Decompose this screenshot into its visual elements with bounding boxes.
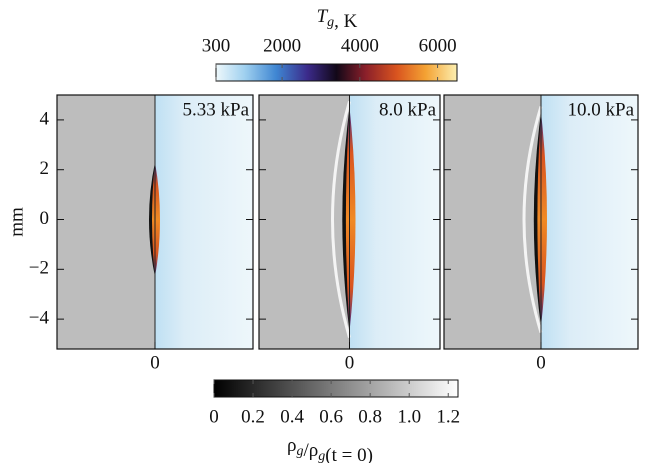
y-tick-label: −2 <box>29 258 49 279</box>
colorbar-tick-label: 300 <box>202 35 231 56</box>
panel-label: 5.33 kPa <box>183 99 250 120</box>
x-tick-label: 0 <box>150 352 160 373</box>
panel-label: 8.0 kPa <box>379 99 437 120</box>
x-tick-label: 0 <box>345 352 355 373</box>
y-axis-label: mm <box>6 207 27 237</box>
hot-region <box>541 95 638 349</box>
colorbar-tick-label: 6000 <box>419 35 457 56</box>
colorbar-tick-label: 1.2 <box>436 406 460 427</box>
colorbar <box>213 379 459 398</box>
plasma-core <box>537 112 547 327</box>
colorbar-tick-label: 0.8 <box>358 406 382 427</box>
panel: 10.0 kPa <box>443 94 639 350</box>
y-tick-label: 4 <box>40 108 50 129</box>
colorbar-tick-label: 2000 <box>263 35 301 56</box>
colorbar-tick-label: 0.4 <box>280 406 304 427</box>
panel: 5.33 kPa <box>56 94 254 350</box>
panel-label: 10.0 kPa <box>568 99 635 120</box>
x-tick-label: 0 <box>536 352 546 373</box>
colorbar-title: ρg/ρg(t = 0) <box>287 435 373 463</box>
colorbar-tick-label: 0 <box>209 406 219 427</box>
panel: 8.0 kPa <box>258 94 441 350</box>
shock-front <box>331 101 351 338</box>
y-tick-label: −4 <box>29 307 50 328</box>
hot-region <box>155 95 253 349</box>
cold-gas <box>57 95 155 349</box>
colorbar-title: Tg, K <box>317 6 358 32</box>
y-tick-label: 0 <box>40 208 50 229</box>
temperature-colorbar: Tg, K <box>215 6 458 82</box>
plasma-core <box>152 162 160 277</box>
cold-gas <box>444 95 541 349</box>
shock-front <box>522 105 543 334</box>
cold-gas <box>259 95 350 349</box>
colorbar-tick-label: 0.6 <box>319 406 343 427</box>
density-colorbar: ρg/ρg(t = 0) <box>213 379 459 463</box>
colorbar-tick-label: 1.0 <box>397 406 421 427</box>
y-tick-label: 2 <box>40 158 50 179</box>
colorbar <box>215 63 458 82</box>
plasma-core <box>345 107 356 332</box>
colorbar-tick-label: 4000 <box>341 35 379 56</box>
hot-region <box>349 95 440 349</box>
colorbar-tick-label: 0.2 <box>241 406 265 427</box>
